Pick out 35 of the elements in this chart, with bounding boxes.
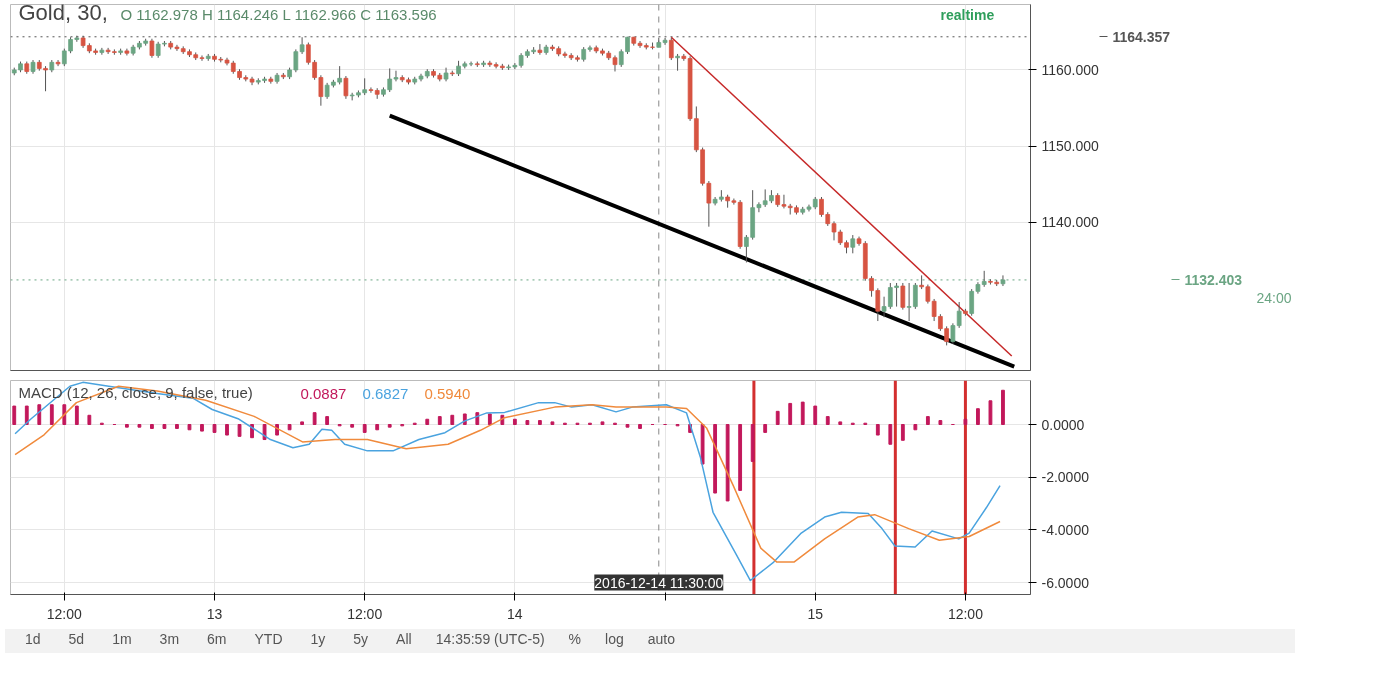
- annotation: realtime: [940, 6, 995, 23]
- text: 1m: [112, 630, 132, 649]
- annotation: 0.0887: [300, 384, 347, 402]
- text: auto: [647, 630, 675, 649]
- ref-line-label: 1132.403: [1184, 271, 1243, 288]
- text: YTD: [254, 630, 283, 649]
- text: log: [605, 630, 624, 649]
- text: %: [568, 630, 582, 649]
- text: 24:00: [1256, 290, 1292, 307]
- y-tick-label: 1150.000: [1041, 138, 1100, 155]
- annotation: O 1162.978 H 1164.246 L 1162.966 C 1163.596: [120, 5, 437, 23]
- x-tick-label: 13: [206, 605, 223, 622]
- text: 6m: [207, 630, 227, 649]
- text: 5y: [353, 630, 369, 649]
- text: 5d: [68, 630, 85, 649]
- annotation: 0.6827: [362, 384, 409, 402]
- ref-line-label: 2016-12-14 11:30:00: [594, 574, 724, 591]
- y-tick-label: -6.0000: [1041, 574, 1090, 591]
- text: All: [396, 630, 412, 649]
- x-tick-label: 15: [807, 605, 824, 622]
- y-tick-label: 1160.000: [1041, 61, 1100, 78]
- x-tick-label: 14: [507, 605, 523, 622]
- y-tick-label: -2.0000: [1041, 469, 1090, 486]
- x-tick-label: 12:00: [46, 605, 83, 622]
- ref-line-label: 1164.357: [1112, 28, 1171, 45]
- y-tick-label: 0.0000: [1041, 416, 1085, 433]
- x-tick-label: 12:00: [347, 605, 383, 622]
- text: 1y: [310, 630, 326, 649]
- text: 3m: [159, 630, 180, 649]
- annotation: 0.5940: [424, 384, 471, 402]
- y-tick-label: -4.0000: [1041, 521, 1090, 538]
- text: 14:35:59 (UTC-5): [435, 630, 545, 649]
- x-tick-label: 12:00: [947, 605, 984, 622]
- text: 1d: [25, 630, 41, 649]
- y-tick-label: 1140.000: [1041, 214, 1100, 231]
